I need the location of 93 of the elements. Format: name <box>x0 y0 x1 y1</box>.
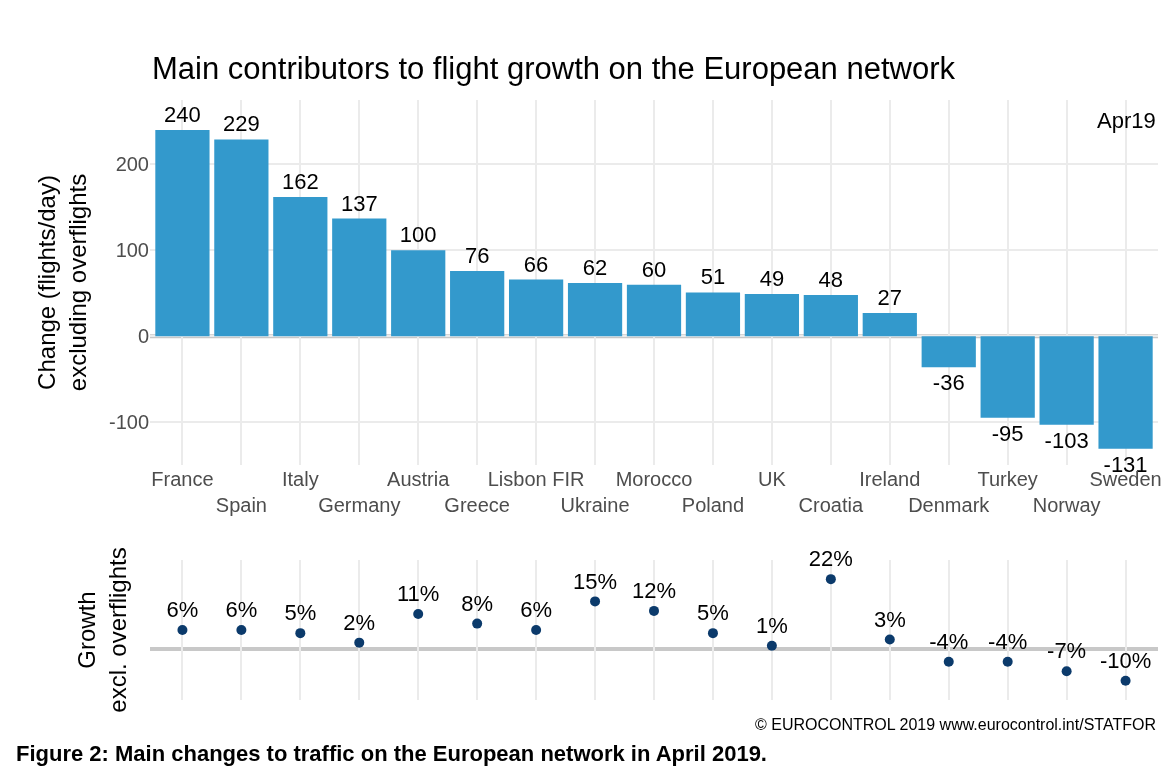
x-tick-label: Ireland <box>859 468 921 491</box>
data-label: 15% <box>573 568 618 594</box>
x-tick-label: France <box>151 468 214 491</box>
point <box>1061 666 1072 677</box>
data-label: 3% <box>873 606 906 632</box>
data-label: -7% <box>1047 638 1087 664</box>
data-label: 5% <box>697 600 729 626</box>
point <box>177 624 188 635</box>
bar <box>391 250 446 337</box>
bar <box>273 197 328 337</box>
point <box>649 605 659 616</box>
y-tick-label: -100 <box>108 411 149 434</box>
bar <box>1098 336 1153 449</box>
point <box>236 624 247 635</box>
data-label: 1% <box>755 613 788 639</box>
x-tick-label: Turkey <box>977 468 1038 491</box>
data-label: 22% <box>808 546 853 572</box>
point <box>413 609 424 620</box>
data-label: -4% <box>929 628 969 654</box>
bar <box>567 282 623 337</box>
data-label: 6% <box>166 597 199 623</box>
bar <box>980 336 1035 418</box>
data-label: 162 <box>281 169 319 195</box>
data-label: 11% <box>397 581 440 607</box>
data-label: 48 <box>818 266 844 292</box>
data-label: 51 <box>700 264 726 290</box>
point <box>825 574 836 585</box>
data-label: 8% <box>461 590 494 616</box>
x-tick-label: Poland <box>681 494 745 517</box>
data-label: 60 <box>641 256 667 282</box>
point <box>590 596 601 607</box>
data-label: 12% <box>631 578 677 604</box>
x-tick-label: UK <box>757 468 787 491</box>
point <box>1002 656 1013 667</box>
x-tick-label: Germany <box>318 494 401 517</box>
caption: Figure 2: Main changes to traffic on the European network in April 2019. <box>16 741 767 766</box>
bar <box>450 270 505 337</box>
x-tick-label: Croatia <box>798 494 864 517</box>
bar <box>862 313 917 337</box>
data-label: 229 <box>223 111 260 137</box>
data-label: -4% <box>988 628 1028 654</box>
bar <box>1039 336 1094 425</box>
data-label: -36 <box>932 370 965 396</box>
annotation: Apr19 <box>1097 108 1156 133</box>
data-label: 137 <box>340 190 378 216</box>
y-tick-label: 200 <box>115 153 149 176</box>
bar <box>626 284 682 337</box>
data-label: -103 <box>1044 427 1089 453</box>
point <box>943 656 954 667</box>
bar <box>214 139 269 337</box>
x-tick-label: Italy <box>281 468 319 491</box>
y-tick-label: 0 <box>137 325 149 348</box>
x-tick-label: Denmark <box>908 494 991 517</box>
data-label: -95 <box>991 420 1024 446</box>
data-label: 6% <box>225 597 258 623</box>
data-label: 27 <box>877 285 903 311</box>
data-label: 100 <box>399 222 437 248</box>
point <box>295 628 306 639</box>
bar <box>155 130 210 337</box>
data-label: 76 <box>464 242 490 268</box>
x-tick-label: Morocco <box>615 468 693 491</box>
bar <box>921 336 976 368</box>
chart-title: Main contributors to flight growth on the European network <box>152 51 956 86</box>
data-label: 49 <box>759 266 785 292</box>
bar <box>508 279 564 337</box>
data-label: 5% <box>284 600 317 626</box>
point <box>354 637 365 648</box>
data-label: 240 <box>164 102 201 128</box>
y-tick-label: 100 <box>115 239 149 262</box>
bar <box>332 218 387 337</box>
x-tick-label: Ukraine <box>560 494 630 517</box>
x-tick-label: Norway <box>1032 494 1101 517</box>
bar <box>744 294 800 337</box>
point <box>884 634 895 645</box>
bar <box>803 294 858 337</box>
x-tick-label: Austria <box>387 468 451 491</box>
point <box>531 624 542 635</box>
point <box>707 628 718 639</box>
data-label: -10% <box>1099 648 1152 674</box>
point <box>1120 675 1131 686</box>
point <box>766 640 777 651</box>
data-label: 62 <box>582 254 608 280</box>
data-label: 2% <box>343 609 376 635</box>
point <box>472 618 483 629</box>
data-label: 66 <box>523 251 549 277</box>
bar <box>685 292 741 337</box>
y-axis-title: Growth excl. overflights <box>72 547 132 713</box>
x-tick-label: Spain <box>215 494 267 517</box>
x-tick-label: Lisbon FIR <box>487 468 585 491</box>
x-tick-label: Greece <box>444 494 510 517</box>
text: © EUROCONTROL 2019 www.eurocontrol.int/STATFOR <box>755 716 1156 733</box>
y-axis-title: Change (flights/day) excluding overflights <box>32 173 92 392</box>
data-label: 6% <box>520 597 553 623</box>
